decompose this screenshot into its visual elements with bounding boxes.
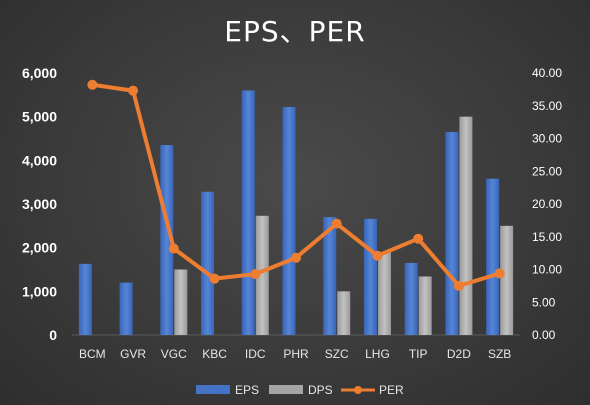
x-tick-label: GVR: [120, 347, 146, 361]
x-tick-label: LHG: [365, 347, 390, 361]
y2-tick-label: 15.00: [532, 230, 562, 244]
y2-tick-label: 20.00: [532, 197, 562, 211]
x-tick-label: VGC: [161, 347, 187, 361]
legend-swatch-dps: [269, 385, 303, 394]
bar-eps: [323, 217, 337, 335]
bar-dps: [255, 215, 269, 335]
bar-eps: [404, 262, 418, 335]
bar-dps: [418, 276, 432, 335]
legend-label-dps: DPS: [308, 383, 333, 397]
bar-eps: [241, 90, 255, 335]
x-tick-label: PHR: [283, 347, 309, 361]
bar-eps: [119, 282, 133, 335]
y2-tick-label: 30.00: [532, 132, 562, 146]
y-tick-label: 3,000: [22, 196, 57, 212]
bar-dps: [459, 116, 473, 336]
legend-swatch-eps: [196, 385, 230, 394]
x-tick-label: IDC: [245, 347, 266, 361]
point-per: [291, 252, 301, 263]
y2-tick-label: 35.00: [532, 99, 562, 113]
point-per: [372, 250, 383, 261]
x-tick-label: KBC: [202, 347, 227, 361]
point-per: [331, 218, 342, 229]
y-tick-label: 4,000: [22, 152, 57, 168]
legend-label-eps: EPS: [235, 383, 259, 397]
point-per: [168, 243, 179, 254]
bar-dps: [500, 225, 514, 335]
legend-marker-per: [354, 386, 362, 394]
point-per: [413, 233, 424, 244]
point-per: [209, 273, 220, 284]
point-per: [494, 268, 505, 279]
bar-eps: [363, 218, 377, 335]
y2-tick-label: 0.00: [532, 328, 556, 342]
chart-title: EPS、PER: [224, 15, 366, 48]
y-tick-label: 1,000: [22, 283, 57, 299]
bar-dps: [174, 269, 188, 335]
point-per: [128, 85, 139, 96]
point-per: [250, 269, 261, 280]
bar-dps: [337, 291, 351, 335]
bar-eps: [282, 107, 296, 335]
y2-tick-label: 5.00: [532, 295, 556, 309]
x-tick-label: SZC: [325, 347, 349, 361]
y2-tick-label: 10.00: [532, 263, 562, 277]
bar-eps: [445, 131, 459, 335]
y-tick-label: 6,000: [22, 65, 57, 81]
bar-dps: [377, 252, 391, 335]
y-tick-label: 2,000: [22, 240, 57, 256]
legend-label-per: PER: [379, 383, 404, 397]
bar-eps: [160, 145, 174, 335]
x-tick-label: D2D: [447, 347, 471, 361]
point-per: [87, 79, 98, 90]
x-tick-label: SZB: [488, 347, 511, 361]
bar-eps: [201, 191, 215, 335]
y2-tick-label: 40.00: [532, 66, 562, 80]
x-tick-label: TIP: [409, 347, 428, 361]
x-tick-label: BCM: [79, 347, 106, 361]
y-tick-label: 5,000: [22, 109, 57, 125]
y2-tick-label: 25.00: [532, 164, 562, 178]
bar-eps: [486, 178, 500, 335]
bar-eps: [78, 263, 92, 335]
y-tick-label: 0: [49, 327, 57, 343]
point-per: [453, 280, 464, 291]
